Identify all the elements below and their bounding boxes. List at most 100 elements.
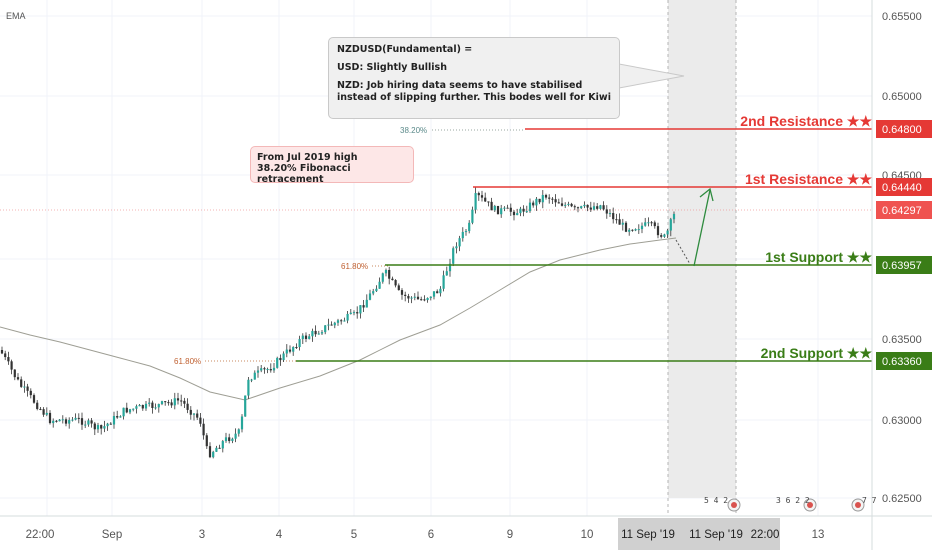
candle-body — [100, 425, 103, 429]
candle-body — [320, 332, 324, 334]
event-markers[interactable]: 5 4 2 3 6 2 2 7 7 — [704, 496, 877, 512]
candle-body — [234, 433, 237, 439]
candle-body — [650, 222, 653, 224]
candle-body — [599, 205, 602, 209]
candle-body — [391, 278, 394, 281]
candle-body — [349, 312, 352, 314]
resistance-1-label: 1st Resistance ★★ — [745, 171, 872, 187]
candle-body — [45, 412, 48, 415]
candle-body — [55, 420, 58, 422]
candle-body — [416, 296, 420, 300]
price-tick: 0.65500 — [882, 11, 922, 23]
candle-body — [196, 413, 199, 418]
candle-body — [509, 207, 512, 212]
candle-body — [487, 201, 490, 203]
candle-body — [586, 204, 589, 208]
candle-body — [298, 339, 301, 348]
candle-body — [263, 368, 266, 370]
candle-body — [381, 273, 384, 282]
candle-body — [634, 229, 637, 231]
price-tag-current: 0.64297 — [876, 201, 932, 219]
candle-body — [541, 195, 544, 203]
time-highlight-end: 11 Sep '19 — [689, 529, 743, 541]
candle-body — [423, 299, 426, 301]
candle-body — [52, 420, 55, 424]
candle-body — [368, 293, 372, 300]
candle-body — [404, 294, 407, 296]
svg-text:0.64297: 0.64297 — [882, 205, 922, 217]
event-marker[interactable]: 3 6 2 2 — [776, 496, 817, 512]
candle-body — [336, 320, 340, 323]
price-tag-support-1: 0.63957 — [876, 256, 932, 274]
candle-body — [16, 377, 20, 380]
candle-body — [512, 211, 516, 216]
projection-arrow-head — [699, 187, 714, 202]
candle-body — [455, 246, 458, 249]
candle-body — [330, 324, 333, 326]
time-axis[interactable]: 22:00 Sep 3 4 5 6 9 10 13 11 Sep '19 11 … — [26, 529, 825, 541]
candle-body — [77, 417, 80, 419]
candle-body — [202, 423, 205, 436]
candle-body — [359, 305, 362, 314]
candle-body — [266, 369, 269, 371]
candle-body — [61, 419, 64, 421]
candlesticks — [0, 187, 676, 459]
candle-body — [279, 357, 282, 361]
candle-body — [215, 447, 218, 452]
candle-body — [218, 447, 221, 449]
candle-body — [327, 324, 330, 326]
candle-body — [282, 353, 285, 361]
time-tick: 3 — [199, 529, 205, 541]
price-axis[interactable]: 0.65500 0.65000 0.64500 0.63500 0.63000 … — [882, 11, 922, 505]
candle-body — [285, 349, 288, 354]
candle-body — [352, 312, 356, 314]
svg-text:0.64440: 0.64440 — [882, 182, 922, 194]
candle-body — [388, 269, 391, 279]
svg-text:0.63957: 0.63957 — [882, 260, 922, 272]
candle-body — [567, 203, 570, 205]
candle-body — [432, 291, 436, 297]
fib-note[interactable]: From Jul 2019 high 38.20% Fibonacci retr… — [250, 146, 414, 185]
candle-body — [176, 398, 180, 401]
candle-body — [314, 330, 317, 335]
candle-body — [42, 409, 45, 415]
fib-618-upper-label: 61.80% — [341, 262, 368, 271]
candle-body — [36, 402, 39, 409]
candle-body — [128, 409, 132, 413]
candle-body — [4, 353, 7, 358]
candle-body — [183, 400, 186, 404]
candle-body — [343, 320, 346, 322]
ema-indicator-label[interactable]: EMA — [6, 11, 26, 21]
candle-body — [362, 305, 365, 308]
candle-body — [346, 313, 349, 321]
candle-body — [660, 235, 663, 237]
candle-body — [125, 407, 128, 413]
candle-body — [356, 312, 359, 314]
resistance-2-label: 2nd Resistance ★★ — [740, 113, 872, 129]
candle-body — [554, 199, 557, 203]
fib-618-lower-label: 61.80% — [174, 357, 201, 366]
event-marker[interactable]: 5 4 2 — [704, 496, 741, 512]
time-tick: 13 — [812, 529, 825, 541]
candle-body — [624, 222, 628, 232]
price-tag-resistance-1: 0.64440 — [876, 178, 932, 196]
candle-body — [276, 357, 279, 368]
candle-body — [637, 229, 640, 231]
fundamental-note[interactable]: NZDUSD(Fundamental) = USD: Slightly Bull… — [328, 37, 620, 119]
candle-body — [151, 402, 154, 408]
candle-body — [96, 425, 100, 430]
candle-body — [138, 405, 141, 407]
projection-band — [668, 0, 736, 498]
event-marker[interactable]: 7 7 — [851, 496, 877, 512]
candle-body — [186, 403, 189, 410]
candle-body — [58, 419, 61, 422]
candle-body — [64, 419, 68, 424]
candle-body — [68, 419, 71, 424]
candle-body — [477, 193, 480, 196]
candle-body — [596, 206, 599, 209]
candle-body — [528, 202, 532, 212]
svg-text:5 4 2: 5 4 2 — [704, 496, 728, 505]
candle-body — [532, 202, 535, 206]
candle-body — [269, 369, 272, 371]
